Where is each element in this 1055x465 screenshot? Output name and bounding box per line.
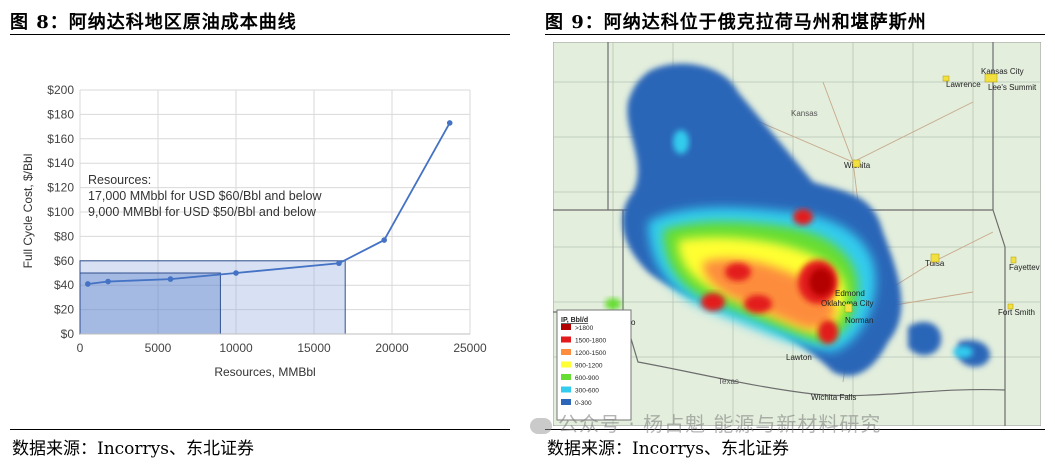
shaded-region bbox=[79, 272, 221, 335]
figure-8-title: 图 8：阿纳达科地区原油成本曲线 bbox=[10, 12, 297, 33]
y-tick-label: $80 bbox=[54, 229, 74, 243]
y-tick-label: $20 bbox=[54, 303, 74, 317]
legend-label: >1800 bbox=[575, 325, 594, 332]
x-tick-label: 5000 bbox=[145, 341, 172, 355]
x-tick-label: 0 bbox=[77, 341, 84, 355]
y-tick-label: $60 bbox=[54, 254, 74, 268]
legend-swatch bbox=[561, 349, 571, 355]
x-tick-label: 15000 bbox=[297, 341, 331, 355]
data-point bbox=[381, 237, 388, 243]
data-point bbox=[85, 281, 91, 287]
heatmap bbox=[605, 63, 991, 376]
chart-series bbox=[85, 120, 453, 287]
figure-8-bottom-rule bbox=[10, 429, 510, 430]
data-point bbox=[167, 276, 174, 282]
figure-9-source: 数据来源：Incorrys、东北证券 bbox=[547, 439, 790, 459]
y-axis-label: Full Cycle Cost, $/Bbl bbox=[21, 154, 35, 269]
anadarko-map: Kansas City Lawrence Lee's Summit Kansas… bbox=[553, 42, 1041, 426]
place-lawrence: Lawrence bbox=[946, 80, 981, 89]
place-fort-smith: Fort Smith bbox=[998, 308, 1035, 317]
place-kansas-city: Kansas City bbox=[981, 67, 1024, 76]
figure-8-source: 数据来源：Incorrys、东北证券 bbox=[12, 439, 255, 459]
legend-title: IP, Bbl/d bbox=[561, 317, 588, 324]
y-tick-label: $200 bbox=[47, 83, 74, 97]
watermark: 公众号 · 杨占魁 能源与新材料研究 bbox=[530, 408, 881, 437]
place-lees-summit: Lee's Summit bbox=[988, 83, 1037, 92]
place-wichita-falls: Wichita Falls bbox=[811, 393, 856, 402]
legend-swatch bbox=[561, 361, 571, 368]
y-tick-label: $40 bbox=[54, 278, 74, 292]
watermark-text: 公众号 · 杨占魁 能源与新材料研究 bbox=[558, 412, 882, 436]
place-oklahoma-city: Oklahoma City bbox=[821, 299, 873, 308]
tick-labels: $0 $20 $40 $60 $80 $100 $120 $140 $160 $180 $200 0 5… bbox=[47, 83, 487, 355]
y-tick-label: $120 bbox=[47, 181, 74, 195]
x-tick-label: 20000 bbox=[375, 341, 409, 355]
legend-label: 0-300 bbox=[575, 400, 592, 407]
city-markers bbox=[844, 73, 1017, 313]
annotation-line: Resources: bbox=[88, 173, 151, 187]
legend-swatch bbox=[561, 399, 571, 405]
shaded-regions bbox=[79, 260, 346, 335]
data-point bbox=[105, 278, 111, 285]
figure-9-top-rule bbox=[545, 34, 1045, 35]
map-legend: IP, Bbl/d >1800 1500-1800 1200-1500 900-120… bbox=[556, 309, 632, 421]
figure-8-top-rule bbox=[10, 34, 510, 35]
data-point bbox=[446, 120, 453, 126]
x-axis-label: Resources, MMBbl bbox=[214, 365, 315, 379]
place-kansas: Kansas bbox=[791, 109, 818, 118]
legend-swatch bbox=[561, 374, 571, 380]
legend-swatch bbox=[561, 386, 571, 393]
figure-9-bottom-rule bbox=[545, 429, 1045, 430]
place-fayettev: Fayettev bbox=[1009, 263, 1040, 272]
place-texas: Texas bbox=[718, 377, 739, 386]
annotation-line: 9,000 MMBbl for USD $50/Bbl and below bbox=[88, 205, 317, 219]
place-lawton: Lawton bbox=[786, 353, 812, 362]
legend-label: 1200-1500 bbox=[575, 350, 606, 357]
chart-annotation: Resources: 17,000 MMbbl for USD $60/Bbl a… bbox=[88, 173, 322, 219]
legend-label: 900-1200 bbox=[575, 363, 603, 370]
place-edmond: Edmond bbox=[835, 289, 865, 298]
y-tick-label: $180 bbox=[47, 107, 74, 121]
annotation-line: 17,000 MMbbl for USD $60/Bbl and below bbox=[88, 189, 322, 203]
data-point bbox=[336, 260, 342, 267]
cost-curve-chart: $0 $20 $40 $60 $80 $100 $120 $140 $160 $180 $200 0 5… bbox=[21, 83, 487, 379]
series-line bbox=[87, 122, 451, 285]
place-norman: Norman bbox=[845, 316, 873, 325]
legend-swatch bbox=[561, 324, 571, 330]
legend-swatch bbox=[561, 336, 571, 343]
x-tick-label: 25000 bbox=[453, 341, 487, 355]
legend-label: 300-600 bbox=[575, 388, 599, 395]
y-tick-label: $100 bbox=[47, 205, 74, 219]
y-tick-label: $160 bbox=[47, 132, 74, 146]
figure-9-title: 图 9：阿纳达科位于俄克拉荷马州和堪萨斯州 bbox=[545, 12, 927, 33]
x-tick-label: 10000 bbox=[219, 341, 253, 355]
place-tulsa: Tulsa bbox=[925, 259, 945, 268]
legend-label: 600-900 bbox=[575, 375, 599, 382]
wechat-icon bbox=[530, 417, 552, 434]
legend-label: 1500-1800 bbox=[575, 338, 606, 345]
data-point bbox=[233, 270, 239, 276]
y-tick-label: $140 bbox=[47, 156, 74, 170]
y-tick-label: $0 bbox=[61, 327, 75, 341]
